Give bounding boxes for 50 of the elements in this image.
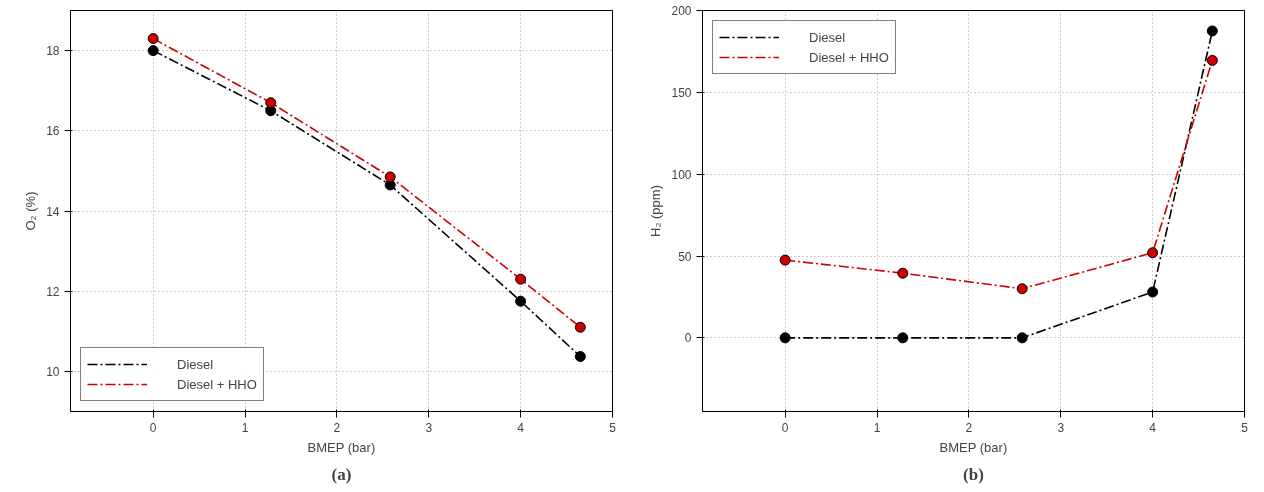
y-tick-label: 150 [671, 85, 692, 100]
point [147, 45, 159, 57]
point [574, 321, 586, 333]
point [1016, 283, 1028, 295]
point [897, 267, 909, 279]
x-tick-label: 2 [333, 420, 341, 435]
x-tick-label: 1 [873, 420, 881, 435]
x-axis-title: BMEP (bar) [939, 439, 1008, 455]
point [779, 254, 791, 266]
legend-label: Diesel + HHO [809, 49, 889, 65]
x-tick-label: 5 [609, 420, 617, 435]
y-tick-label: 10 [46, 364, 60, 379]
legend-label: Diesel [177, 356, 214, 372]
y-tick-label: 14 [46, 204, 60, 219]
x-axis-title: BMEP (bar) [307, 439, 376, 455]
point [384, 171, 396, 183]
point [1147, 247, 1159, 259]
legend-label: Diesel + HHO [177, 376, 257, 392]
x-tick-label: 4 [1149, 420, 1157, 435]
y-tick-label: 12 [46, 284, 60, 299]
x-tick-label: 3 [425, 420, 433, 435]
point [515, 295, 527, 307]
text: (a) [331, 464, 352, 484]
point [1147, 286, 1159, 298]
point [897, 332, 909, 344]
point [265, 97, 277, 109]
y-tick-label: 16 [46, 124, 60, 139]
y-tick-label: 0 [684, 331, 692, 346]
point [515, 273, 527, 285]
x-tick-label: 3 [1057, 420, 1065, 435]
point [147, 33, 159, 45]
x-tick-label: 4 [517, 420, 525, 435]
y-tick-label: 50 [678, 249, 692, 264]
x-tick-label: 0 [781, 420, 789, 435]
legend-label: Diesel [809, 29, 846, 45]
point [779, 332, 791, 344]
point [574, 351, 586, 363]
y-tick-label: 100 [671, 167, 692, 182]
x-tick-label: 5 [1241, 420, 1249, 435]
point [1016, 332, 1028, 344]
y-axis-title: O₂ (%) [23, 191, 39, 231]
y-axis-title: H₂ (ppm) [648, 185, 664, 237]
text: (b) [963, 464, 984, 484]
x-tick-label: 1 [241, 420, 249, 435]
y-tick-label: 200 [671, 4, 692, 18]
point [1206, 25, 1218, 37]
y-tick-label: 18 [46, 44, 60, 59]
x-tick-label: 2 [965, 420, 973, 435]
point [1206, 54, 1218, 66]
x-tick-label: 0 [149, 420, 157, 435]
